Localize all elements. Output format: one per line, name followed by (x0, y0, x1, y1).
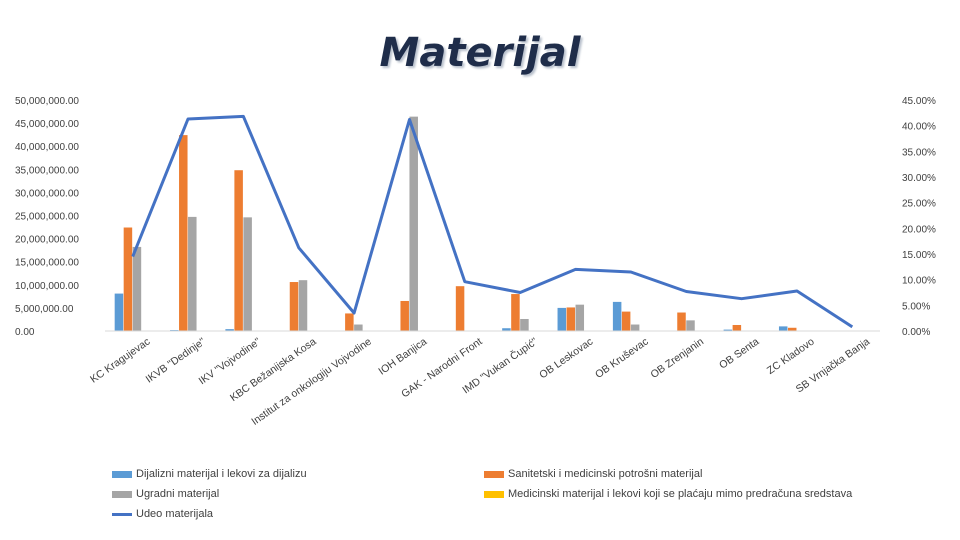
left-axis-tick-label: 50,000,000.00 (15, 96, 79, 107)
left-axis-tick-label: 0.00 (15, 327, 35, 338)
right-axis: 0.00% 5.00% 10.00% 15.00% 20.00% 25.00% 30.00%… (902, 96, 936, 338)
bar-1 (557, 307, 567, 331)
left-axis-tick-label: 35,000,000.00 (15, 165, 79, 176)
bar-2 (677, 312, 686, 331)
bar-3 (132, 246, 142, 331)
category-label: OB Leskovac (537, 336, 595, 382)
line-series (131, 114, 854, 329)
bar-2 (566, 307, 576, 331)
legend-item: Medicinski materijal i lekovi koji se pl… (484, 488, 852, 500)
category-label: OB Senta (717, 336, 761, 372)
bar-3 (630, 324, 640, 331)
right-axis-tick-label: 10.00% (902, 276, 936, 287)
bar-3 (354, 324, 363, 331)
legend-swatch (112, 512, 132, 516)
bar-1 (612, 301, 622, 331)
category-label: KC Kragujevac (88, 336, 152, 386)
left-axis-tick-label: 40,000,000.00 (15, 142, 79, 153)
left-axis-tick-label: 5,000,000.00 (15, 304, 74, 315)
left-axis-tick-label: 30,000,000.00 (15, 188, 79, 199)
bar-2 (787, 327, 797, 331)
legend-label: Udeo materijala (136, 508, 214, 520)
legend-label: Medicinski materijal i lekovi koji se pl… (508, 488, 853, 500)
bar-2 (289, 282, 299, 331)
left-axis-tick-label: 25,000,000.00 (15, 212, 79, 223)
category-label: OB Kruševac (593, 336, 651, 381)
bar-3 (575, 304, 585, 331)
legend-item: Dijalizni materijal i lekovi za dijalizu (112, 468, 307, 480)
bar-2 (732, 324, 742, 331)
bar-2 (511, 294, 520, 331)
bar-1 (114, 293, 124, 331)
bar-2 (234, 170, 243, 331)
bar-2 (179, 135, 188, 331)
right-axis-tick-label: 20.00% (902, 224, 936, 235)
bar-2 (345, 313, 354, 331)
left-axis-tick-label: 10,000,000.00 (15, 281, 79, 292)
right-axis-tick-label: 45.00% (902, 96, 936, 107)
legend-swatch (484, 490, 504, 498)
bar-3 (409, 116, 418, 331)
bar-series (105, 116, 880, 332)
right-axis-tick-label: 15.00% (902, 250, 936, 261)
left-axis-tick-label: 20,000,000.00 (15, 235, 79, 246)
bar-1 (778, 326, 788, 331)
right-axis-tick-label: 40.00% (902, 122, 936, 133)
category-label: IOH Banjica (376, 336, 429, 378)
legend-label: Sanitetski i medicinski potrošni materij… (508, 468, 703, 480)
legend-item: Sanitetski i medicinski potrošni materij… (484, 468, 702, 480)
right-axis-tick-label: 35.00% (902, 147, 936, 158)
bar-3 (520, 318, 529, 331)
right-axis-tick-label: 0.00% (902, 327, 930, 338)
bar-1 (225, 329, 234, 331)
legend-swatch (484, 470, 504, 478)
legend-swatch (112, 470, 132, 478)
page-title: Materijal (379, 30, 581, 76)
legend-label: Dijalizni materijal i lekovi za dijalizu (136, 468, 307, 480)
bar-2 (621, 311, 631, 331)
bar-3 (188, 216, 197, 331)
line-udeo-materijala (131, 114, 854, 329)
legend-item: Udeo materijala (112, 508, 213, 520)
left-axis: 0.00 5,000,000.00 10,000,000.00 15,000,000.… (15, 96, 79, 338)
right-axis-tick-label: 30.00% (902, 173, 936, 184)
bar-3 (243, 217, 252, 331)
bar-1 (502, 328, 511, 331)
bar-2 (400, 300, 409, 331)
legend-swatch (112, 490, 132, 498)
legend-label: Ugradni materijal (136, 488, 220, 500)
category-label: OB Zrenjanin (648, 336, 706, 381)
category-label: ZC Kladovo (765, 336, 817, 377)
right-axis-tick-label: 5.00% (902, 301, 930, 312)
bar-2 (123, 227, 133, 331)
left-axis-tick-label: 15,000,000.00 (15, 258, 79, 269)
right-axis-tick-label: 25.00% (902, 199, 936, 210)
bar-2 (455, 286, 465, 331)
bar-1 (723, 329, 733, 331)
bar-3 (686, 320, 695, 331)
legend-item: Ugradni materijal (112, 488, 219, 500)
left-axis-tick-label: 45,000,000.00 (15, 119, 79, 130)
bar-3 (298, 280, 308, 331)
